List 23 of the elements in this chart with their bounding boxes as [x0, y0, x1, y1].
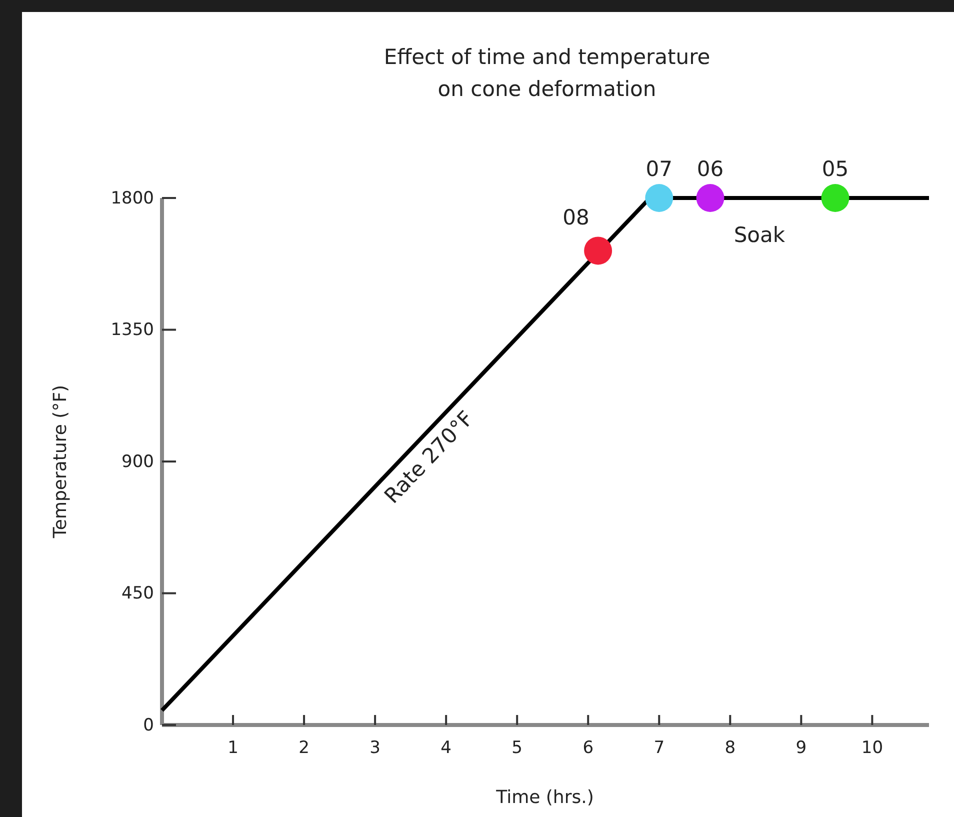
y-axis-title: Temperature (°F)	[50, 384, 71, 540]
y-tick-label: 450	[122, 584, 154, 604]
annotation: Soak	[734, 223, 786, 247]
y-tick-label: 1800	[110, 188, 154, 208]
y-tick-label: 900	[122, 452, 154, 472]
series-label: 08	[562, 206, 590, 230]
series-label: 07	[646, 157, 672, 181]
y-tick-label: 1350	[110, 320, 154, 340]
x-tick-label: 3	[370, 738, 380, 758]
x-tick-label: 2	[298, 738, 310, 758]
chart-title: Effect of time and temperature on cone deformation	[384, 45, 710, 101]
series-label: 05	[822, 157, 849, 181]
x-tick-label: 7	[654, 738, 665, 758]
x-tick-label: 9	[796, 738, 807, 758]
x-axis-title: Time (hrs.)	[495, 787, 594, 808]
series-label: 06	[696, 157, 724, 181]
x-tick-label: 4	[440, 738, 452, 758]
x-tick-label: 5	[512, 738, 523, 758]
y-tick-label: 0	[143, 715, 154, 736]
x-tick-label: 8	[724, 738, 736, 758]
x-tick-label: 6	[582, 738, 594, 758]
x-tick-label: 10	[861, 738, 884, 758]
x-tick-label: 1	[228, 738, 238, 758]
